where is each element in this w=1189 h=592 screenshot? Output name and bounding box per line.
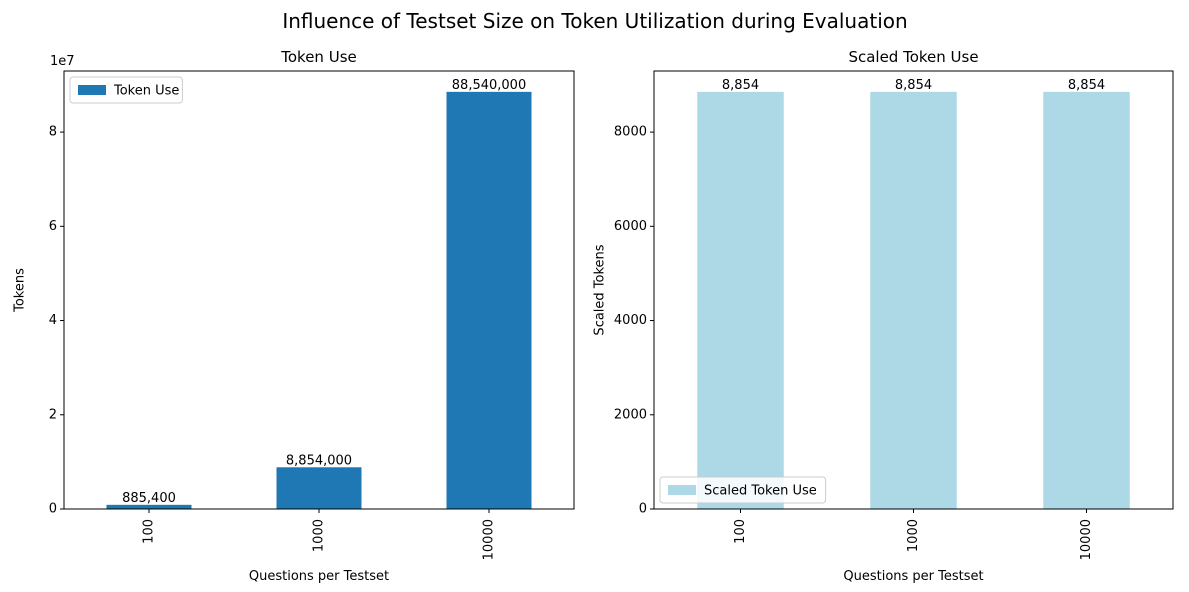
x-tick-label: 10000 [1079, 519, 1094, 560]
y-tick-label: 0 [639, 502, 647, 517]
y-scale-multiplier: 1e7 [50, 54, 75, 69]
chart-token-use: Token Use 885,400 100 8,854,000 1000 88,540,0… [13, 48, 575, 584]
data-label: 88,540,000 [452, 78, 526, 93]
y-axis-label: Scaled Tokens [593, 244, 608, 335]
bar-10000 [446, 91, 532, 509]
y-tick-label: 4000 [614, 313, 647, 328]
chart-scaled-token-use: Scaled Token Use 8,854 100 8,854 1000 8,854 10… [593, 48, 1174, 584]
x-axis-label: Questions per Testset [249, 569, 389, 584]
y-tick-label: 0 [49, 502, 57, 517]
subplot-title: Scaled Token Use [848, 48, 978, 66]
data-label: 885,400 [122, 491, 176, 506]
figure-title: Influence of Testset Size on Token Utili… [282, 9, 907, 33]
legend-swatch [668, 485, 696, 495]
bar-1000 [276, 467, 362, 509]
legend-label: Token Use [113, 84, 179, 99]
data-label: 8,854,000 [286, 453, 352, 468]
x-tick-label: 100 [142, 519, 157, 544]
data-label: 8,854 [1068, 78, 1105, 93]
x-tick-label: 100 [733, 519, 748, 544]
axes-frame [653, 70, 1174, 510]
bar-100 [697, 91, 784, 509]
data-label: 8,854 [722, 78, 759, 93]
x-axis-label: Questions per Testset [843, 569, 983, 584]
y-tick-label: 6 [49, 219, 57, 234]
subplot-title: Token Use [280, 48, 356, 66]
x-tick-label: 1000 [312, 519, 327, 552]
y-tick-label: 8000 [614, 125, 647, 140]
legend-swatch [78, 85, 106, 95]
data-label: 8,854 [895, 78, 932, 93]
legend: Scaled Token Use [659, 476, 827, 504]
legend-box [69, 76, 183, 104]
y-tick-label: 4 [49, 313, 57, 328]
bar-1000 [870, 91, 957, 509]
y-tick-label: 2000 [614, 407, 647, 422]
legend: Token Use [69, 76, 183, 104]
y-tick-label: 8 [49, 125, 57, 140]
y-axis-label: Tokens [13, 268, 28, 313]
y-tick-label: 6000 [614, 219, 647, 234]
bar-10000 [1043, 91, 1130, 509]
bar-100 [106, 504, 192, 509]
legend-box [659, 476, 827, 504]
x-tick-label: 10000 [482, 519, 497, 560]
x-tick-label: 1000 [906, 519, 921, 552]
y-tick-label: 2 [49, 407, 57, 422]
legend-label: Scaled Token Use [704, 484, 817, 499]
axes-frame [63, 70, 575, 510]
